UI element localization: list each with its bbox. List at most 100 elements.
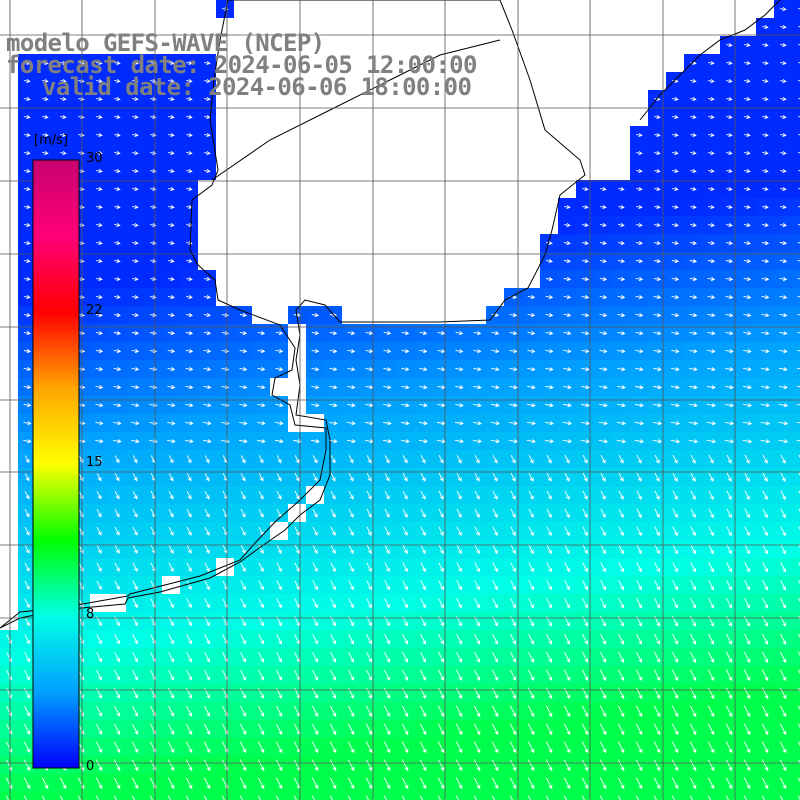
wind-arrow	[671, 349, 680, 354]
wind-arrow	[132, 544, 138, 554]
wind-arrow	[653, 295, 662, 300]
wind-arrow	[761, 705, 769, 718]
wind-arrow	[545, 723, 553, 736]
wind-arrow	[635, 687, 643, 700]
wind-arrow	[618, 454, 624, 464]
wind-arrow	[23, 777, 31, 790]
wind-arrow	[438, 562, 444, 573]
wind-arrow	[582, 651, 589, 663]
wind-arrow	[798, 8, 800, 10]
wind-arrow	[312, 634, 318, 645]
wind-arrow	[311, 795, 315, 800]
wind-arrow	[636, 222, 643, 228]
wind-arrow	[96, 508, 102, 518]
wind-cell	[378, 792, 396, 800]
wind-arrow	[239, 421, 248, 426]
wind-arrow	[635, 277, 644, 282]
wind-arrow	[761, 687, 769, 700]
wind-arrow	[312, 544, 318, 555]
wind-cell	[72, 792, 90, 800]
wind-arrow	[653, 795, 657, 800]
wind-arrow	[167, 385, 176, 390]
wind-arrow	[96, 132, 103, 138]
wind-arrow	[167, 349, 176, 354]
wind-cell	[792, 792, 800, 800]
wind-arrow	[798, 544, 800, 549]
wind-arrow	[725, 687, 733, 700]
wind-arrow	[132, 634, 138, 645]
wind-arrow	[401, 367, 410, 372]
wind-arrow	[384, 580, 390, 591]
wind-arrow	[402, 544, 408, 555]
wind-arrow	[257, 741, 265, 754]
wind-arrow	[762, 186, 769, 192]
wind-arrow	[455, 367, 464, 372]
wind-arrow	[617, 741, 625, 754]
wind-arrow	[617, 240, 625, 246]
wind-arrow	[132, 705, 139, 717]
wind-arrow	[780, 42, 787, 48]
wind-arrow	[347, 331, 356, 336]
wind-arrow	[744, 42, 751, 48]
wind-arrow	[527, 385, 536, 390]
wind-arrow	[743, 795, 747, 800]
wind-arrow	[581, 295, 590, 300]
wind-arrow	[419, 777, 427, 790]
wind-arrow	[203, 367, 212, 372]
colorbar-tick-label: 0	[86, 759, 95, 774]
wind-arrow	[114, 204, 121, 210]
wind-cell	[90, 792, 108, 800]
wind-arrow	[545, 795, 549, 800]
wind-arrow	[671, 313, 680, 318]
wind-arrow	[618, 526, 624, 537]
wind-arrow	[311, 313, 320, 318]
wind-arrow	[527, 723, 535, 736]
wind-arrow	[42, 60, 49, 66]
wind-arrow	[743, 295, 752, 300]
wind-arrow	[96, 60, 103, 66]
wind-arrow	[726, 597, 733, 609]
wind-arrow	[167, 723, 175, 735]
wind-arrow	[113, 795, 117, 800]
wind-arrow	[635, 295, 644, 300]
wind-arrow	[599, 705, 607, 718]
wind-arrow	[168, 258, 175, 264]
wind-arrow	[635, 795, 639, 800]
wind-arrow	[672, 544, 678, 555]
wind-arrow	[779, 295, 788, 300]
wind-cell	[558, 792, 576, 800]
wind-arrow	[689, 295, 698, 300]
wind-arrow	[276, 634, 282, 645]
wind-arrow	[635, 349, 644, 354]
wind-arrow	[420, 669, 427, 681]
wind-arrow	[186, 491, 192, 500]
wind-arrow	[455, 385, 464, 390]
wind-arrow	[419, 795, 423, 800]
wind-arrow	[760, 385, 770, 390]
wind-arrow	[616, 439, 627, 444]
wind-arrow	[762, 132, 769, 138]
wind-cell	[792, 324, 800, 342]
wind-arrow	[599, 669, 607, 681]
wind-arrow	[24, 276, 31, 282]
wind-arrow	[688, 421, 699, 426]
wind-arrow	[95, 312, 103, 318]
wind-cell	[0, 792, 18, 800]
wind-arrow	[725, 669, 733, 682]
wind-arrow	[455, 777, 463, 790]
wind-arrow	[654, 204, 661, 210]
wind-arrow	[672, 168, 679, 174]
wind-arrow	[510, 669, 517, 681]
wind-arrow	[689, 795, 693, 800]
wind-arrow	[617, 687, 625, 700]
wind-arrow	[708, 508, 714, 519]
wind-cell	[792, 720, 800, 738]
wind-arrow	[96, 455, 102, 464]
wind-arrow	[743, 705, 751, 718]
wind-arrow	[383, 741, 391, 754]
wind-arrow	[528, 526, 534, 537]
wind-arrow	[545, 741, 553, 754]
wind-arrow	[797, 331, 800, 334]
wind-arrow	[546, 472, 552, 482]
